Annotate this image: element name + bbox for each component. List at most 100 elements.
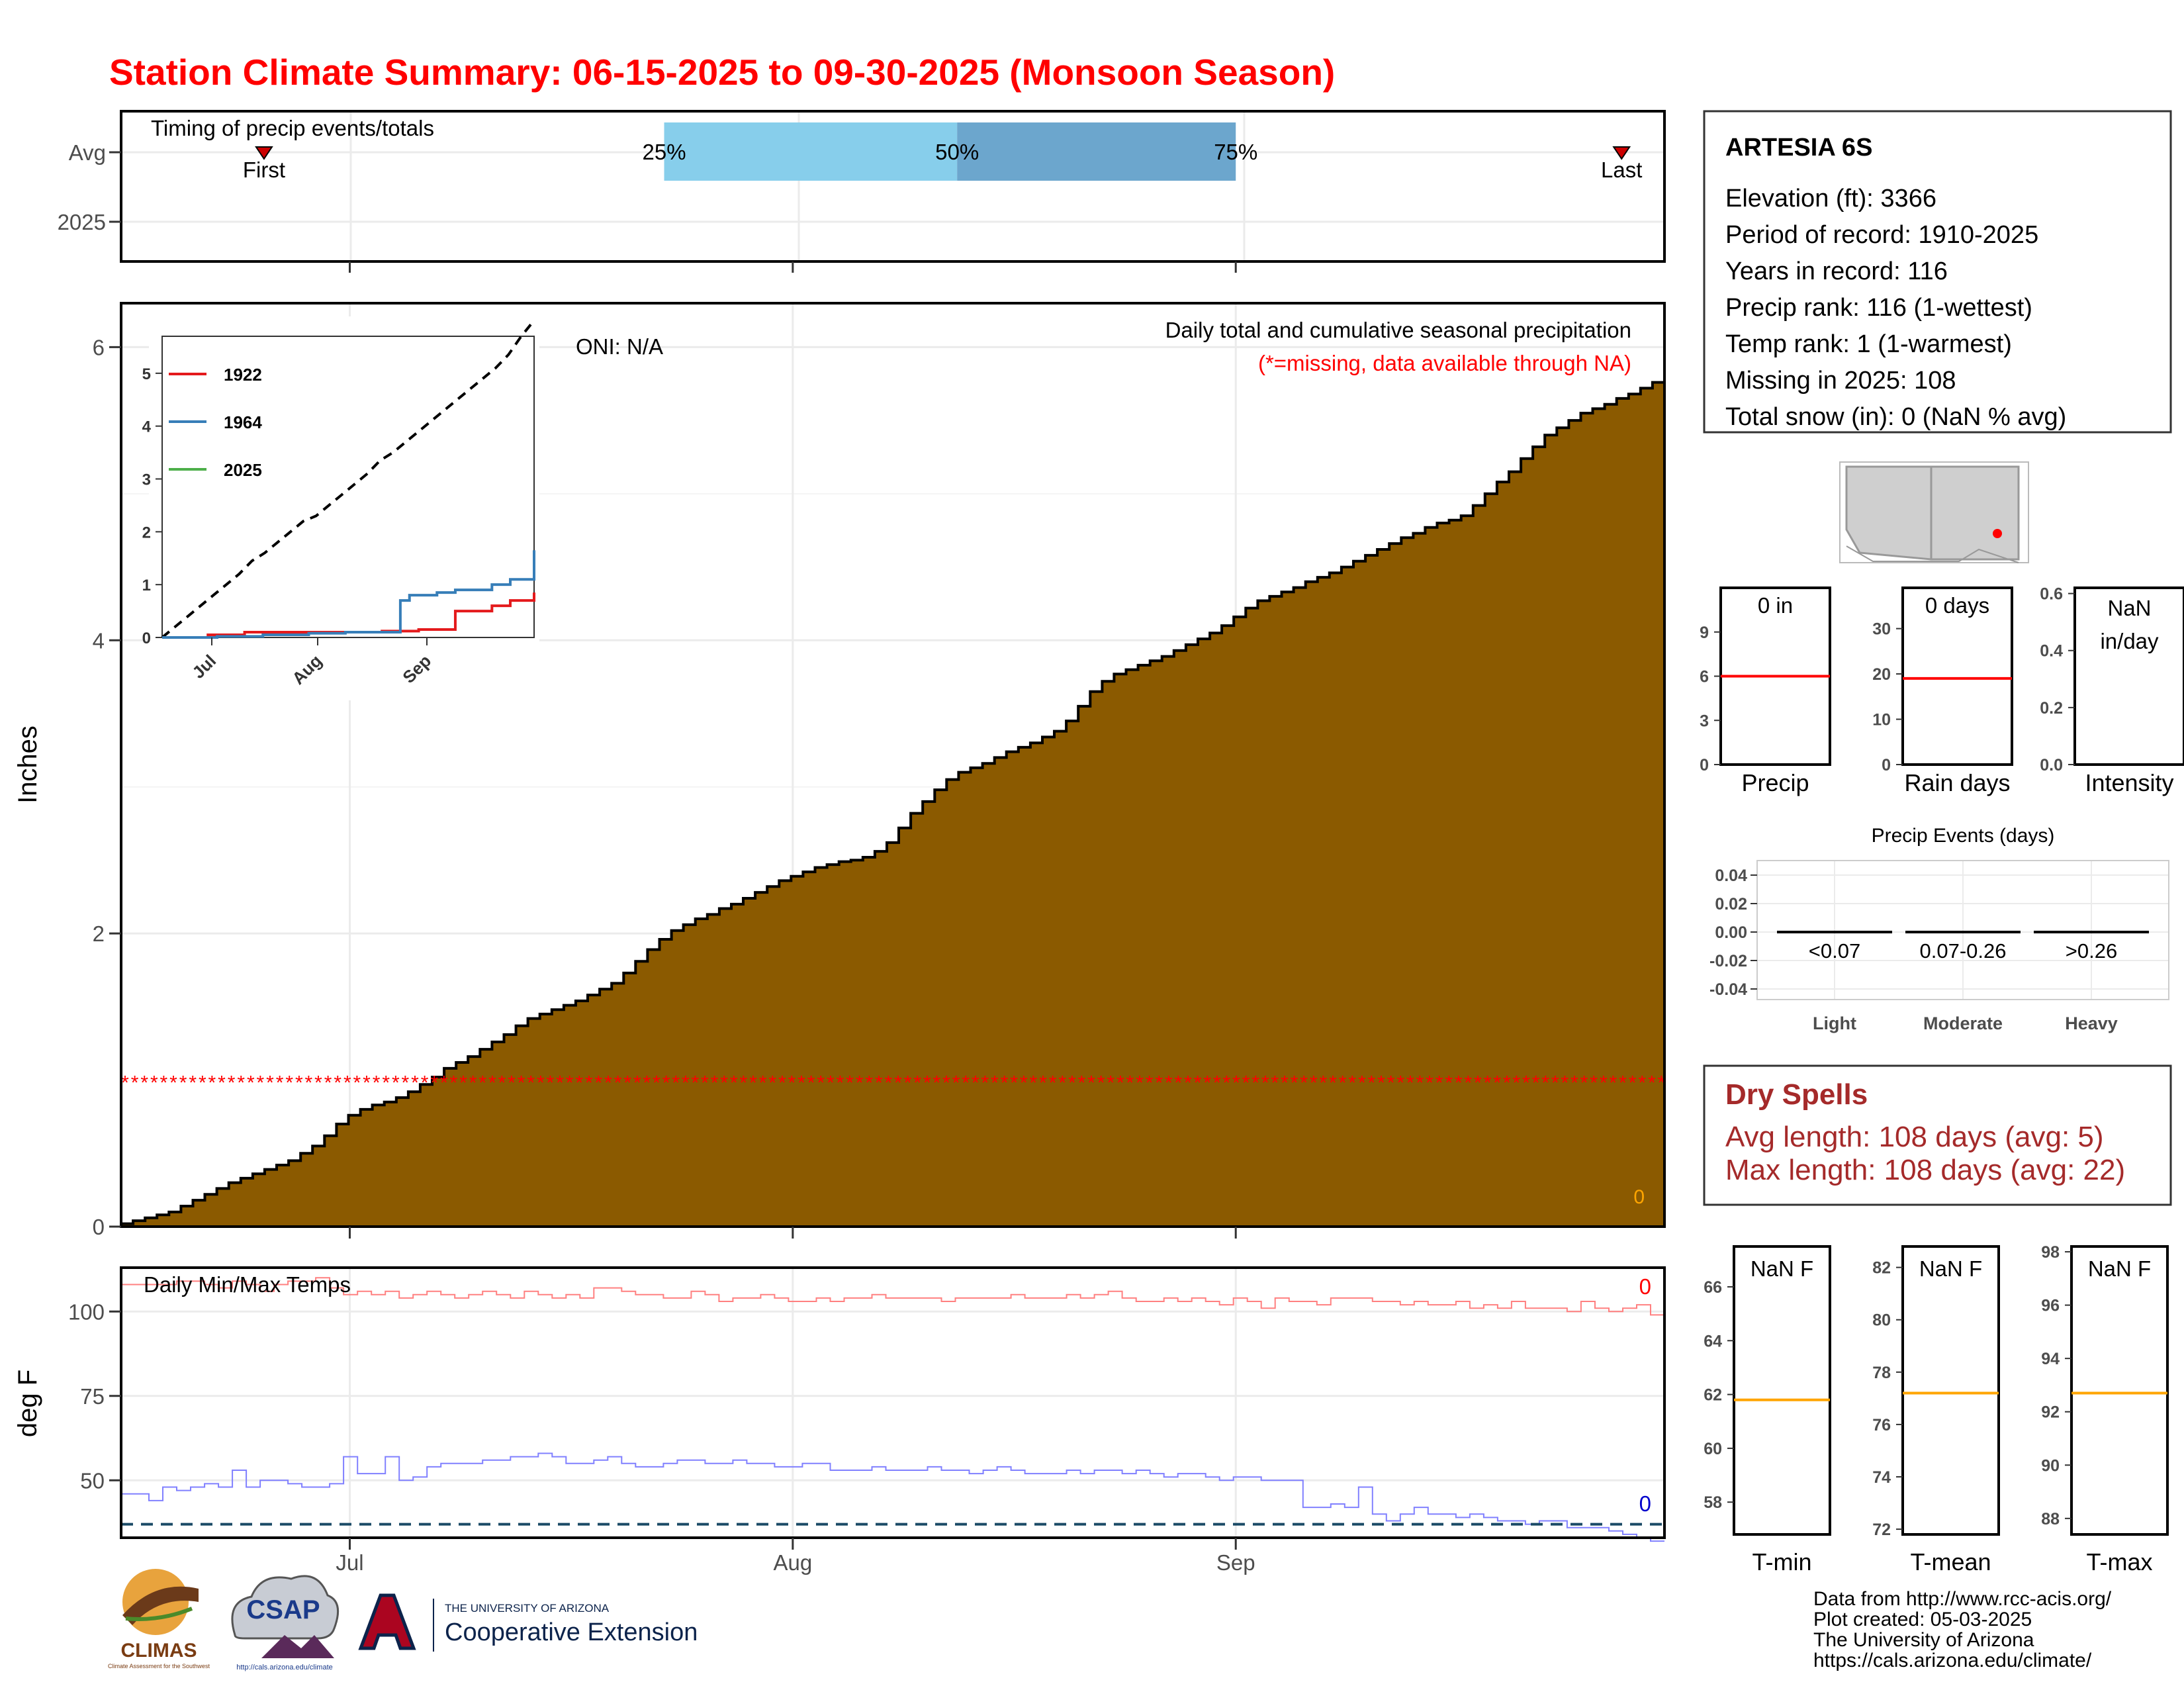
- station-period: Period of record: 1910-2025: [1725, 221, 2038, 249]
- temp-mini-tick-label: 62: [1704, 1386, 1722, 1405]
- missing-marker: *: [140, 1072, 148, 1094]
- missing-marker: *: [585, 1072, 593, 1094]
- missing-marker: *: [807, 1072, 815, 1094]
- events-bars: <0.07 Light 0.07-0.26 Moderate >0.26 Heavy: [1777, 931, 2149, 1033]
- missing-marker: *: [1600, 1072, 1608, 1094]
- missing-marker: *: [575, 1072, 583, 1094]
- missing-marker: *: [1232, 1072, 1240, 1094]
- missing-marker: *: [1300, 1072, 1308, 1094]
- events-gridlines: [1757, 861, 2169, 1000]
- temps-title: Daily Min/Max Temps: [144, 1272, 351, 1297]
- missing-marker: *: [662, 1072, 670, 1094]
- missing-marker: *: [189, 1072, 197, 1094]
- missing-marker: *: [488, 1072, 496, 1094]
- first-label: First: [243, 158, 285, 182]
- missing-marker: *: [604, 1072, 612, 1094]
- missing-marker: *: [353, 1072, 361, 1094]
- inset-y-tick-label: 3: [142, 471, 151, 489]
- climas-wordmark: CLIMAS: [121, 1640, 197, 1662]
- missing-marker: *: [797, 1072, 805, 1094]
- dry-spells-title: Dry Spells: [1725, 1078, 1868, 1111]
- precip-mini-value: 0 in: [1758, 593, 1793, 618]
- precip-mini-tick-label: 0.4: [2040, 642, 2063, 661]
- missing-marker: *: [1368, 1072, 1376, 1094]
- missing-marker: *: [547, 1072, 555, 1094]
- missing-marker: *: [324, 1072, 332, 1094]
- pct-75-label: 75%: [1214, 140, 1257, 164]
- inset-y-tick-label: 4: [142, 418, 152, 436]
- corner-zero-label: 0: [1633, 1186, 1645, 1208]
- dry-spells-max: Max length: 108 days (avg: 22): [1725, 1154, 2125, 1186]
- missing-marker: *: [1213, 1072, 1221, 1094]
- climas-subtitle: Climate Assessment for the Southwest: [108, 1663, 210, 1669]
- temp-gridlines: [121, 1268, 1664, 1538]
- footer-university: The University of Arizona: [1813, 1629, 2034, 1651]
- temp-mini-label: T-max: [2086, 1548, 2152, 1575]
- row-label-2025: 2025: [58, 210, 106, 234]
- missing-marker: *: [1039, 1072, 1047, 1094]
- main-precip-chart: * * * * * * * * * * * * * * * * * * * * * * * * * * * * * * * * * * * * * * * *…: [13, 302, 1666, 1239]
- missing-marker: *: [856, 1072, 864, 1094]
- map-station-dot: [1993, 529, 2002, 538]
- station-missing: Missing in 2025: 108: [1725, 367, 1956, 395]
- last-label: Last: [1601, 158, 1642, 182]
- chart-annotation-missing: (*=missing, data available through NA): [1258, 351, 1631, 375]
- missing-marker: *: [1551, 1072, 1559, 1094]
- missing-marker: *: [237, 1072, 245, 1094]
- missing-marker: *: [952, 1072, 960, 1094]
- temp-mini-tick-label: 80: [1872, 1311, 1891, 1330]
- missing-marker: *: [1522, 1072, 1530, 1094]
- missing-marker: *: [595, 1072, 603, 1094]
- tmax-series-line: [121, 1277, 1664, 1316]
- main-y-axis: 0 2 4 6: [93, 335, 121, 1239]
- missing-marker: *: [1068, 1072, 1076, 1094]
- missing-marker: *: [1242, 1072, 1250, 1094]
- missing-marker: *: [1541, 1072, 1549, 1094]
- missing-marker: *: [478, 1072, 486, 1094]
- location-map: [1839, 461, 2029, 563]
- events-y-axis: 0.04 0.02 0.00 -0.02 -0.04: [1709, 867, 1757, 999]
- missing-marker: *: [1320, 1072, 1328, 1094]
- missing-marker: *: [295, 1072, 303, 1094]
- temp-mini-tick-label: 66: [1704, 1278, 1722, 1297]
- legend-label-1964: 1964: [224, 412, 262, 432]
- station-years: Years in record: 116: [1725, 258, 1948, 285]
- missing-marker: *: [440, 1072, 448, 1094]
- missing-marker: *: [411, 1072, 419, 1094]
- missing-marker: *: [1203, 1072, 1211, 1094]
- dry-spells-box: Dry Spells Avg length: 108 days (avg: 5)…: [1703, 1064, 2172, 1206]
- main-frame: [120, 302, 1666, 1228]
- events-y-tick-label: -0.02: [1709, 952, 1747, 970]
- map-border-mexico: [1846, 545, 2019, 563]
- missing-marker: *: [373, 1072, 381, 1094]
- tmin-series-line: [121, 1452, 1664, 1542]
- missing-marker: *: [1610, 1072, 1617, 1094]
- missing-marker: *: [1107, 1072, 1115, 1094]
- missing-marker: *: [1648, 1072, 1656, 1094]
- y-axis-label-inches: Inches: [13, 726, 42, 804]
- events-category-label: Light: [1813, 1013, 1856, 1033]
- main-y-tick-label: 2: [93, 921, 105, 946]
- csap-mountain-shape: [261, 1635, 334, 1658]
- first-event-marker: [255, 146, 273, 160]
- temp-mini-tick-label: 78: [1872, 1364, 1891, 1382]
- inset-y-tick-label: 2: [142, 524, 151, 541]
- missing-marker: *: [923, 1072, 931, 1094]
- precip-mini-tick-label: 30: [1872, 620, 1891, 639]
- main-y-tick-label: 6: [93, 335, 105, 359]
- last-event-marker: [1612, 146, 1631, 160]
- missing-marker: *: [1146, 1072, 1154, 1094]
- temp-mini-tick-label: 58: [1704, 1493, 1722, 1512]
- missing-marker: *: [981, 1072, 989, 1094]
- missing-marker: *: [653, 1072, 660, 1094]
- temp-mini-tick-label: 76: [1872, 1416, 1891, 1434]
- precip-mini-frame: [1901, 586, 2013, 766]
- missing-marker: *: [1078, 1072, 1086, 1094]
- station-box-frame: [1703, 110, 2172, 434]
- ua-logo: THE UNIVERSITY OF ARIZONA Cooperative Ex…: [358, 1593, 698, 1652]
- missing-marker: *: [1377, 1072, 1385, 1094]
- percentile-bar-25-50: [664, 122, 958, 181]
- missing-marker: *: [672, 1072, 680, 1094]
- missing-marker: *: [788, 1072, 796, 1094]
